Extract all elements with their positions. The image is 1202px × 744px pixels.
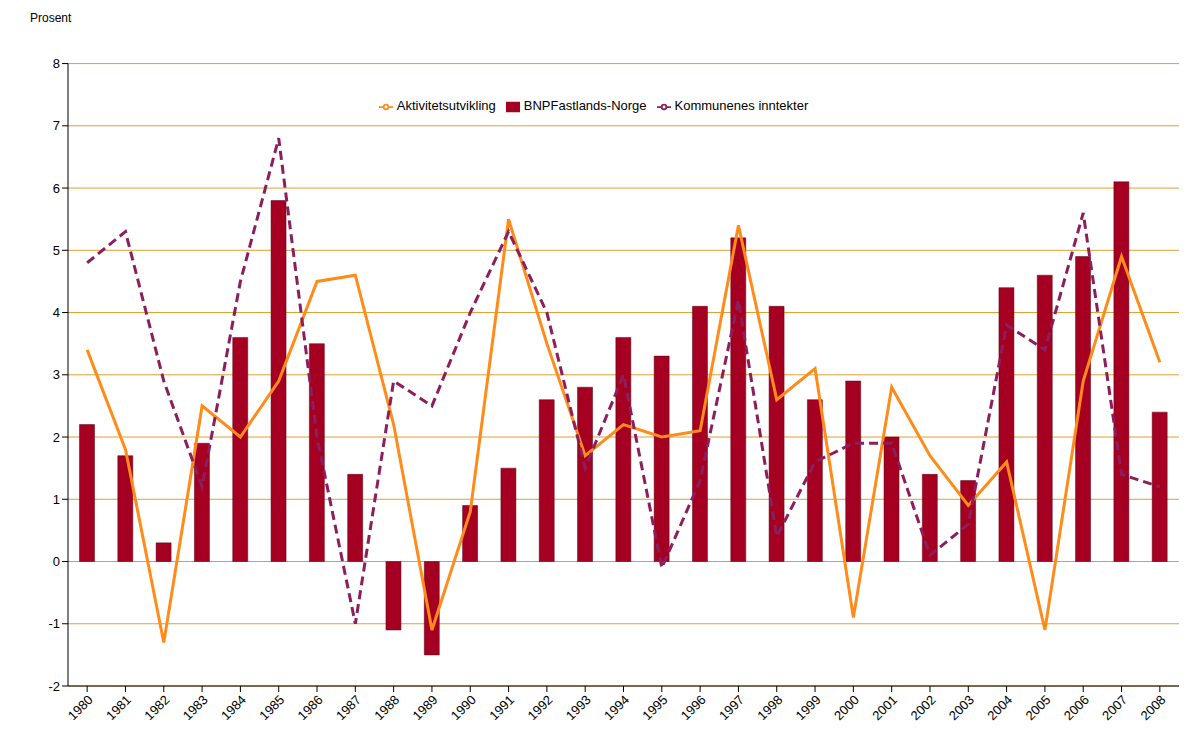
svg-text:1980: 1980 [65,692,96,723]
svg-text:1995: 1995 [639,692,670,723]
svg-text:2: 2 [53,430,60,445]
svg-text:2000: 2000 [831,692,862,723]
svg-text:8: 8 [53,56,60,71]
svg-text:1983: 1983 [180,692,211,723]
svg-text:1988: 1988 [371,692,402,723]
svg-text:2002: 2002 [908,692,939,723]
svg-text:2006: 2006 [1061,692,1092,723]
svg-text:5: 5 [53,243,60,258]
svg-text:1994: 1994 [601,692,632,723]
svg-text:1981: 1981 [103,692,134,723]
svg-text:1982: 1982 [141,692,172,723]
svg-text:1993: 1993 [563,692,594,723]
html-text:Prosent: Prosent [30,11,72,25]
svg-text:-1: -1 [48,616,60,631]
svg-text:1996: 1996 [678,692,709,723]
svg-text:2008: 2008 [1137,692,1168,723]
svg-text:7: 7 [53,118,60,133]
svg-text:2004: 2004 [984,692,1015,723]
svg-text:3: 3 [53,367,60,382]
svg-text:6: 6 [53,181,60,196]
html-text:BNPFastlands-Norge: BNPFastlands-Norge [523,98,647,113]
svg-text:1984: 1984 [218,692,249,723]
html-text:Kommunenes inntekter: Kommunenes inntekter [674,98,809,113]
svg-text:2007: 2007 [1099,692,1130,723]
svg-text:2005: 2005 [1023,692,1054,723]
svg-text:1997: 1997 [716,692,747,723]
svg-text:1992: 1992 [524,692,555,723]
svg-text:1986: 1986 [295,692,326,723]
svg-text:1: 1 [53,492,60,507]
svg-text:1987: 1987 [333,692,364,723]
html-text:Aktivitetsutvikling: Aktivitetsutvikling [396,98,496,113]
svg-text:1998: 1998 [754,692,785,723]
svg-text:-2: -2 [48,679,60,694]
svg-text:1989: 1989 [410,692,441,723]
svg-text:1999: 1999 [793,692,824,723]
svg-text:2001: 2001 [869,692,900,723]
svg-text:2003: 2003 [946,692,977,723]
svg-text:4: 4 [53,305,60,320]
svg-text:1990: 1990 [448,692,479,723]
svg-text:0: 0 [53,554,60,569]
svg-text:1991: 1991 [486,692,517,723]
svg-text:1985: 1985 [256,692,287,723]
